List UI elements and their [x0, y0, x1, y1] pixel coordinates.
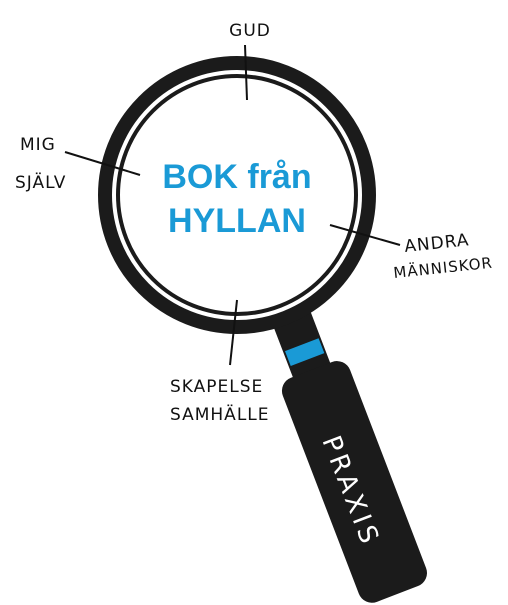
label: MÄNNISKOR — [392, 253, 493, 282]
center-line: BOK från — [162, 158, 311, 196]
label: SKAPELSE — [170, 377, 263, 397]
magnifier-diagram: PRAXIS BOK från HYLLAN GUD MIG SJÄLV AND… — [0, 0, 508, 605]
label: ANDRA — [403, 230, 470, 257]
label: MIG — [20, 135, 56, 155]
label: SJÄLV — [15, 172, 66, 193]
label: GUD — [229, 21, 271, 41]
center-line: HYLLAN — [168, 202, 306, 240]
label: SAMHÄLLE — [170, 404, 270, 425]
